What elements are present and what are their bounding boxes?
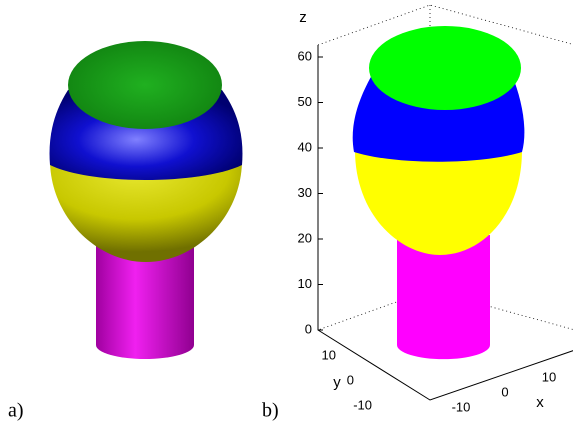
z-tick-label: 30 bbox=[298, 185, 312, 200]
z-tick-label: 20 bbox=[298, 230, 312, 245]
x-tick-label: 0 bbox=[501, 384, 508, 399]
x-axis-label: x bbox=[536, 394, 544, 411]
panel-label: a) bbox=[8, 400, 24, 422]
x-tick-label: -10 bbox=[452, 399, 471, 414]
bulb-top bbox=[369, 26, 521, 110]
z-tick-label: 60 bbox=[298, 48, 312, 63]
bulb-lower bbox=[355, 150, 522, 255]
bulb-lower bbox=[50, 160, 242, 262]
z-axis-label: z bbox=[299, 9, 307, 26]
panel-b: b) z y x bbox=[262, 4, 573, 422]
y-tick-label: 10 bbox=[322, 347, 336, 362]
z-tick-label: 40 bbox=[298, 139, 312, 154]
panel-a: a) bbox=[8, 41, 243, 422]
y-axis-label: y bbox=[333, 374, 341, 391]
panel-label: b) bbox=[262, 400, 279, 422]
cylinder bbox=[96, 245, 194, 359]
z-tick-label: 0 bbox=[305, 321, 312, 336]
z-tick-label: 10 bbox=[298, 276, 312, 291]
cylinder bbox=[397, 235, 490, 360]
y-tick-label: -10 bbox=[353, 397, 372, 412]
y-tick-label: 0 bbox=[347, 372, 354, 387]
bulb-top bbox=[68, 41, 222, 129]
z-tick-label: 50 bbox=[298, 94, 312, 109]
x-tick-label: 10 bbox=[542, 369, 556, 384]
